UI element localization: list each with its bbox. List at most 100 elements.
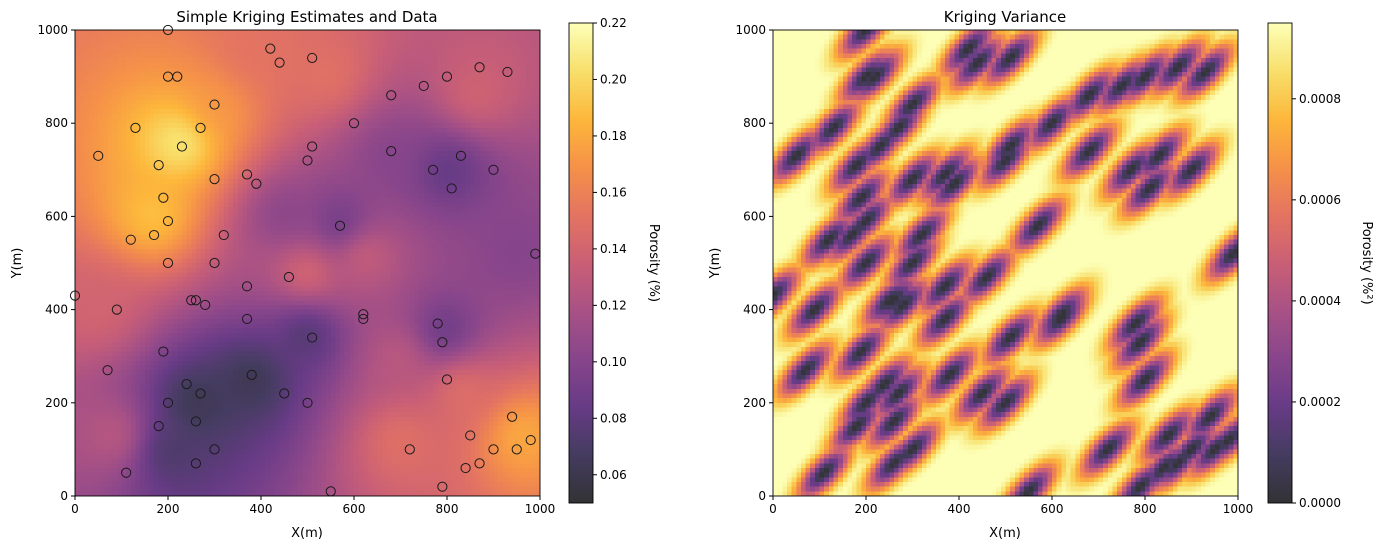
estimate-title: Simple Kriging Estimates and Data [176, 8, 437, 26]
estimate-y-tick-label: 0 [60, 489, 68, 503]
data-point [102, 365, 113, 376]
estimate-panel: Simple Kriging Estimates and Data 0 200 40… [10, 8, 661, 541]
data-point [209, 257, 220, 269]
variance-colorbar-tick-label: 0.0002 [1299, 395, 1341, 409]
variance-panel: Kriging Variance 0 200 400 600 800 1000 0 200 4… [708, 8, 1374, 541]
variance-colorbar [1268, 23, 1292, 503]
data-point [153, 160, 164, 171]
data-point [474, 62, 485, 73]
estimate-x-tick-label: 1000 [525, 502, 556, 516]
estimate-y-tick-label: 600 [45, 209, 68, 223]
estimate-y-tick-label: 400 [45, 303, 68, 317]
data-point [186, 295, 197, 306]
estimate-colorbar-ticks: 0.06 0.08 0.10 0.12 0.14 0.16 0.18 0.20 0.22 [593, 16, 627, 482]
data-point [437, 481, 448, 492]
estimate-axes-frame [74, 29, 541, 497]
data-point [251, 178, 262, 189]
estimate-y-tick-label: 1000 [37, 23, 68, 37]
variance-colorbar-tick-label: 0.0008 [1299, 92, 1341, 106]
data-point [195, 122, 206, 133]
data-point [209, 174, 220, 185]
data-point [111, 304, 122, 315]
data-point [121, 467, 132, 478]
variance-y-tick-label: 800 [743, 116, 766, 130]
data-point [153, 421, 164, 432]
estimate-colorbar-label: Porosity (%) [646, 224, 661, 302]
variance-title: Kriging Variance [944, 8, 1066, 26]
data-point [274, 57, 285, 68]
data-point [190, 458, 201, 469]
data-point [158, 192, 169, 203]
variance-x-tick-label: 600 [1041, 502, 1064, 516]
data-point [441, 71, 453, 82]
variance-colorbar-tick-label: 0.0000 [1299, 496, 1341, 510]
data-point [302, 397, 313, 408]
data-point [446, 183, 457, 194]
data-point [172, 71, 183, 82]
estimate-x-ticks: 0 200 400 600 800 1000 [71, 496, 555, 516]
data-point [195, 388, 206, 399]
variance-colorbar-ticks: 0.0000 0.0002 0.0004 0.0006 0.0008 [1292, 92, 1341, 510]
estimate-y-tick-label: 800 [45, 116, 68, 130]
data-point [334, 220, 346, 231]
data-point [241, 313, 253, 325]
estimate-colorbar [569, 23, 593, 503]
data-points [69, 24, 541, 497]
data-point [209, 444, 220, 455]
estimate-y-ticks: 0 200 400 600 800 1000 [37, 23, 75, 503]
estimate-ylabel: Y(m) [10, 248, 25, 280]
estimate-colorbar-tick-label: 0.06 [600, 468, 627, 482]
variance-x-tick-label: 200 [855, 502, 878, 516]
data-point [348, 118, 360, 129]
data-point [455, 150, 467, 161]
variance-colorbar-label: Porosity (%²) [1359, 221, 1374, 304]
data-point [307, 332, 318, 343]
data-point [502, 66, 513, 78]
data-point [158, 346, 169, 357]
data-point [386, 90, 397, 101]
data-point [506, 411, 518, 422]
data-point [427, 164, 439, 175]
estimate-y-tick-label: 200 [45, 396, 68, 410]
data-point [181, 379, 192, 390]
data-point [302, 155, 313, 166]
data-point [460, 462, 471, 474]
estimate-colorbar-tick-label: 0.18 [600, 129, 627, 143]
data-point [190, 416, 201, 427]
data-point [358, 309, 369, 320]
estimate-xlabel: X(m) [291, 526, 323, 541]
estimate-colorbar-tick-label: 0.12 [600, 298, 627, 312]
data-point [148, 229, 160, 241]
data-point [437, 337, 448, 348]
data-point [488, 444, 499, 455]
data-point [358, 313, 369, 325]
variance-y-tick-label: 200 [743, 396, 766, 410]
variance-y-tick-label: 600 [743, 209, 766, 223]
estimate-x-tick-label: 600 [343, 502, 366, 516]
variance-y-ticks: 0 200 400 600 800 1000 [735, 23, 773, 503]
estimate-heatmap [75, 30, 540, 496]
variance-x-tick-label: 400 [948, 502, 971, 516]
variance-x-tick-label: 0 [769, 502, 777, 516]
variance-colorbar-tick-label: 0.0006 [1299, 193, 1341, 207]
variance-axes-frame [772, 29, 1239, 497]
data-point [162, 257, 174, 269]
data-point [283, 271, 294, 283]
variance-colorbar-frame [1267, 22, 1293, 504]
variance-xlabel: X(m) [989, 526, 1021, 541]
data-point [125, 234, 136, 245]
estimate-colorbar-tick-label: 0.08 [600, 411, 627, 425]
estimate-colorbar-tick-label: 0.10 [600, 355, 627, 369]
variance-ylabel: Y(m) [708, 248, 723, 280]
data-point [190, 295, 201, 306]
estimate-colorbar-frame [568, 22, 594, 504]
data-point [307, 141, 318, 152]
data-point [474, 458, 485, 469]
data-point [218, 229, 229, 241]
estimate-x-tick-label: 200 [157, 502, 180, 516]
data-point [488, 164, 499, 175]
data-point [525, 434, 536, 446]
data-point [432, 318, 443, 329]
data-point [176, 141, 188, 152]
